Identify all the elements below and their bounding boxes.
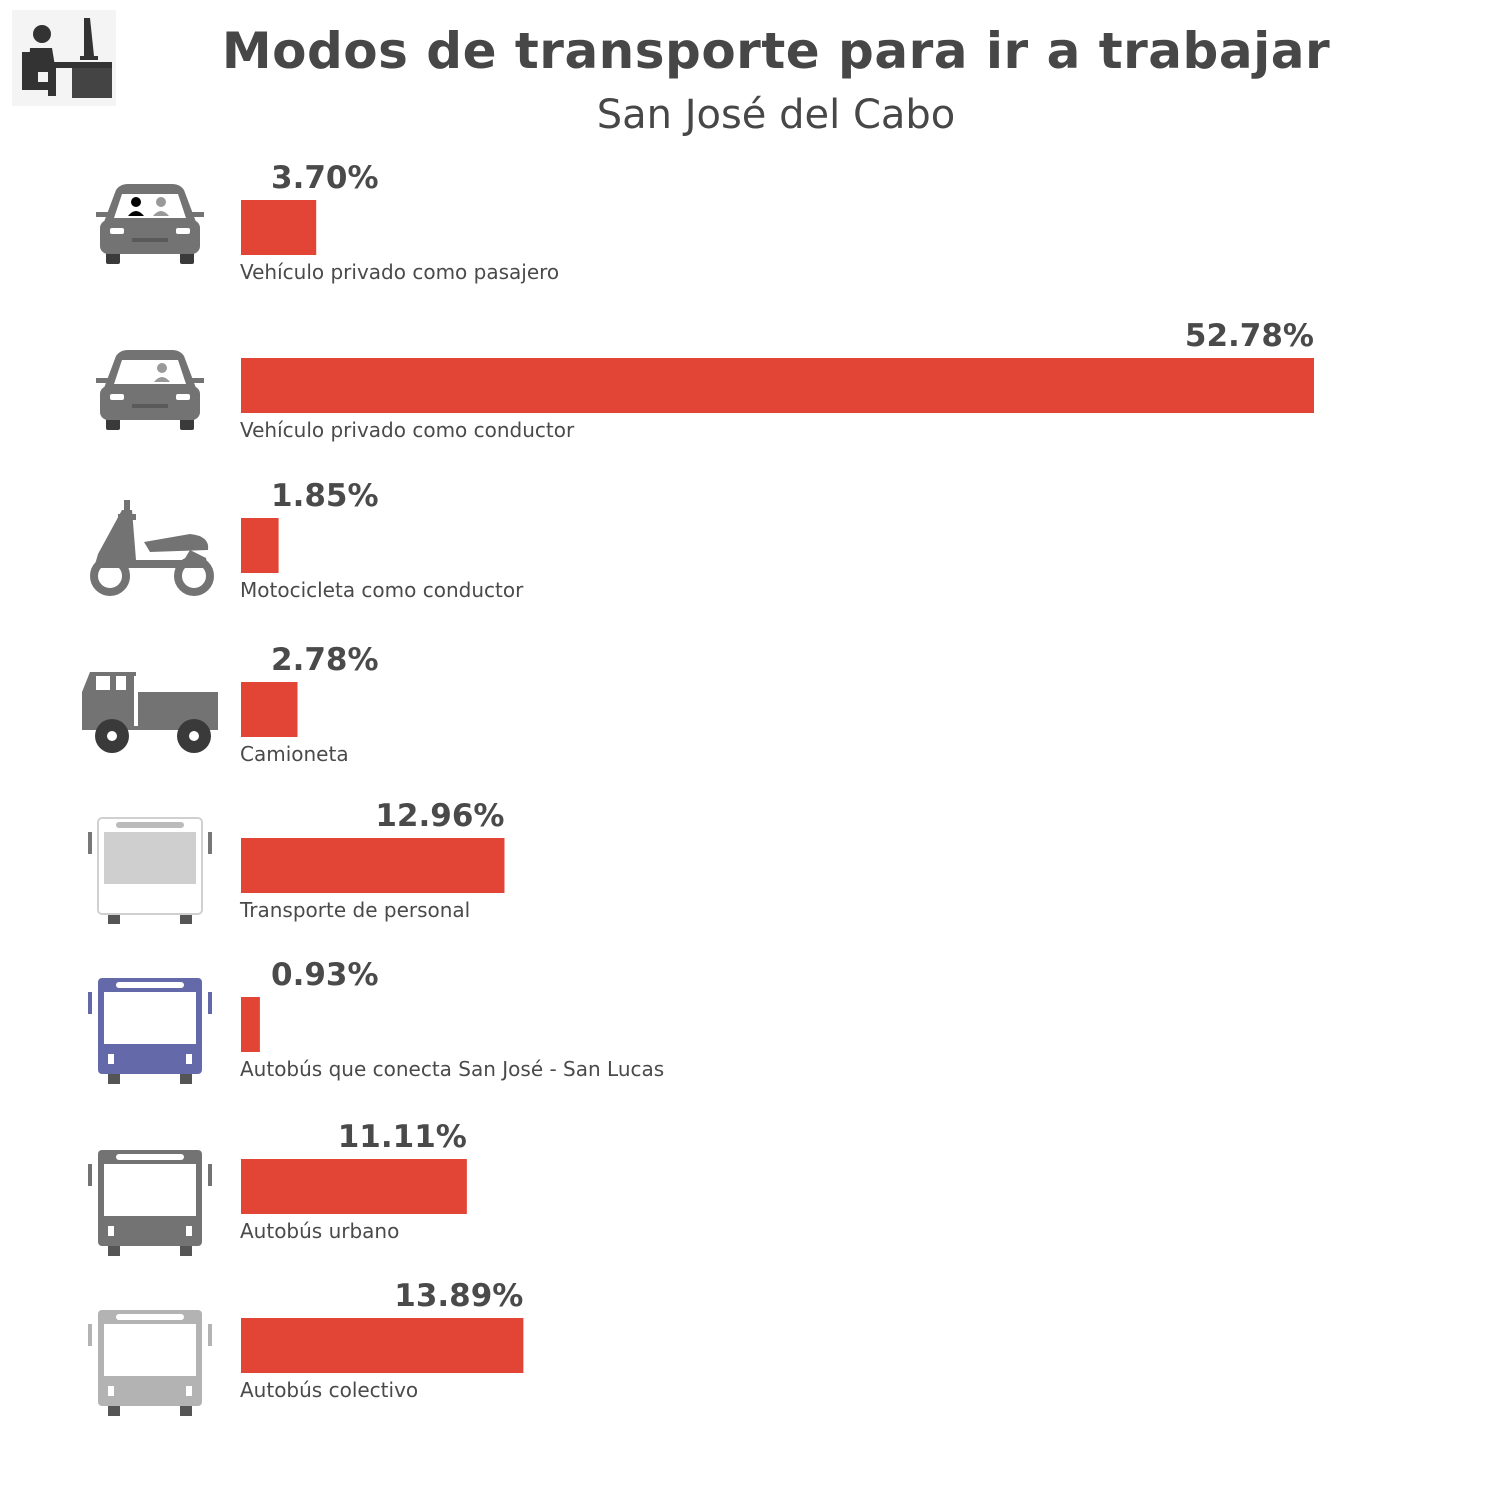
bar xyxy=(241,200,317,255)
category-label: Transporte de personal xyxy=(239,898,470,922)
category-label: Vehículo privado como pasajero xyxy=(240,260,559,284)
category-label: Autobús que conecta San José - San Lucas xyxy=(240,1057,664,1081)
value-label: 12.96% xyxy=(375,798,504,834)
bar xyxy=(241,1159,467,1214)
category-label: Autobús urbano xyxy=(240,1219,399,1243)
category-label: Vehículo privado como conductor xyxy=(240,418,575,442)
category-label: Motocicleta como conductor xyxy=(240,578,524,602)
chart-title: Modos de transporte para ir a trabajar xyxy=(221,22,1331,80)
collective-bus-icon xyxy=(88,1310,212,1416)
bar xyxy=(241,838,505,893)
value-label: 3.70% xyxy=(271,160,379,196)
category-label: Autobús colectivo xyxy=(240,1378,418,1402)
bar xyxy=(241,358,1314,413)
value-label: 13.89% xyxy=(394,1278,523,1314)
staff-bus-icon xyxy=(88,817,212,924)
motorcycle-icon xyxy=(90,500,214,596)
value-label: 1.85% xyxy=(271,478,379,514)
bar xyxy=(241,518,279,573)
car-driver-icon xyxy=(96,350,204,430)
office-worker-icon xyxy=(12,10,116,106)
value-label: 52.78% xyxy=(1185,318,1314,354)
blue-bus-icon xyxy=(88,978,212,1084)
bar xyxy=(241,1318,524,1373)
category-label: Camioneta xyxy=(240,742,349,766)
urban-bus-icon xyxy=(88,1150,212,1256)
value-label: 11.11% xyxy=(338,1119,467,1155)
pickup-truck-icon xyxy=(82,672,218,753)
value-label: 2.78% xyxy=(271,642,379,678)
bar xyxy=(241,682,298,737)
bar xyxy=(241,997,260,1052)
value-label: 0.93% xyxy=(271,957,379,993)
chart-subtitle: San José del Cabo xyxy=(596,92,956,138)
car-passenger-icon xyxy=(96,184,204,264)
